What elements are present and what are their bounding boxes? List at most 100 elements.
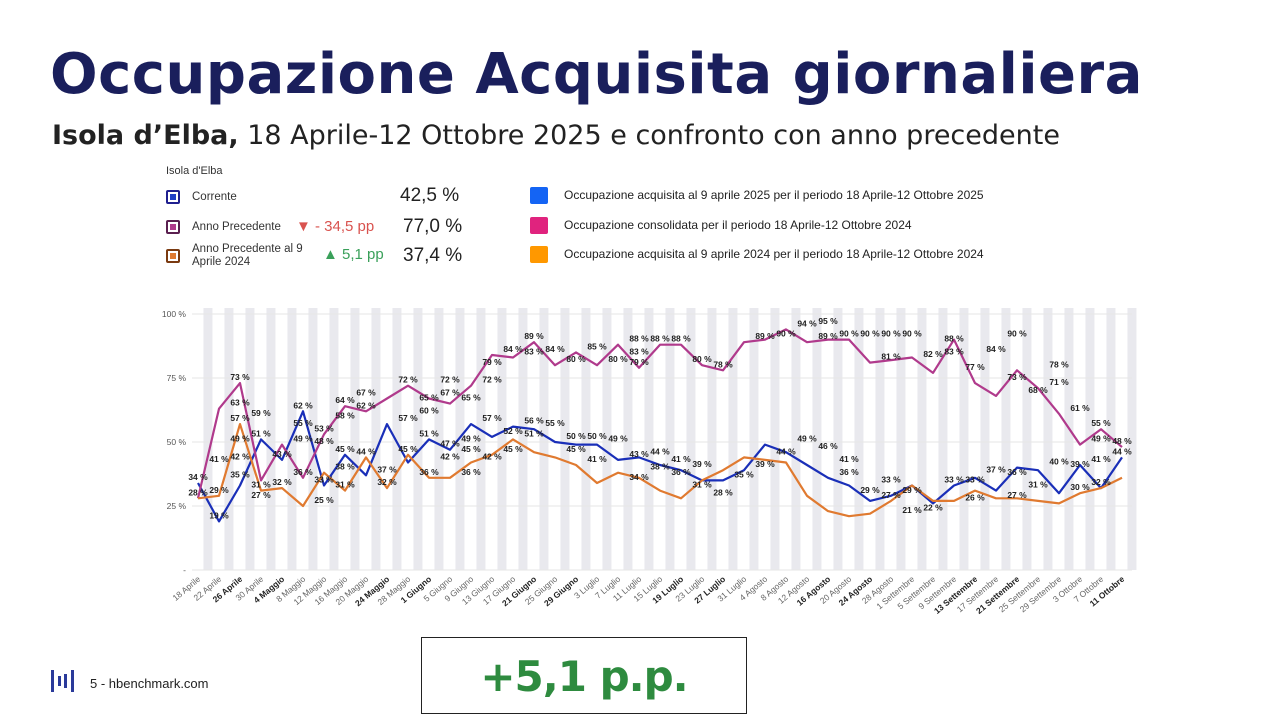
data-label: 61 %: [1070, 403, 1090, 413]
data-label: 79 %: [482, 357, 502, 367]
data-label: 79 %: [629, 357, 649, 367]
data-label: 49 %: [1091, 434, 1111, 444]
data-label: 78 %: [713, 359, 733, 369]
data-label: 34 %: [188, 472, 208, 482]
weekend-band: [728, 308, 738, 570]
subtitle-place: Isola d’Elba,: [52, 120, 239, 151]
data-label: 39 %: [692, 459, 712, 469]
data-label: 41 %: [209, 454, 229, 464]
legend-label: Occupazione acquisita al 9 aprile 2024 p…: [564, 247, 984, 261]
data-label: 85 %: [587, 341, 607, 351]
weekend-band: [980, 308, 990, 570]
data-label: 36 %: [293, 467, 313, 477]
data-label: 44 %: [776, 446, 796, 456]
data-label: 41 %: [671, 454, 691, 464]
data-label: 63 %: [230, 398, 250, 408]
data-label: 56 %: [524, 416, 544, 426]
data-label: 57 %: [482, 413, 502, 423]
weekend-band: [896, 308, 906, 570]
precedente-9apr-swatch: [166, 249, 180, 263]
kpi-value: 42,5 %: [400, 185, 460, 206]
data-label: 68 %: [1028, 385, 1048, 395]
weekend-band: [245, 308, 255, 570]
weekend-band: [602, 308, 612, 570]
weekend-band: [749, 308, 759, 570]
data-label: 44 %: [650, 446, 670, 456]
data-label: 31 %: [251, 480, 271, 490]
data-label: 25 %: [314, 495, 334, 505]
data-label: 77 %: [965, 362, 985, 372]
data-label: 33 %: [944, 475, 964, 485]
kpi-value: 77,0 %: [403, 216, 463, 237]
data-label: 52 %: [503, 426, 523, 436]
data-label: 21 %: [902, 505, 922, 515]
data-label: 67 %: [356, 387, 376, 397]
weekend-band: [308, 308, 318, 570]
data-label: 28 %: [188, 487, 208, 497]
data-label: 31 %: [335, 480, 355, 490]
page-subtitle: Isola d’Elba, 18 Aprile-12 Ottobre 2025 …: [52, 120, 1060, 151]
data-label: 45 %: [566, 444, 586, 454]
legend-swatch: [530, 217, 548, 234]
weekend-band: [959, 308, 969, 570]
data-label: 35 %: [734, 469, 754, 479]
data-label: 43 %: [272, 449, 292, 459]
data-label: 42 %: [482, 451, 502, 461]
weekend-band: [686, 308, 696, 570]
weekend-band: [329, 308, 339, 570]
data-label: 36 %: [419, 467, 439, 477]
data-label: 31 %: [692, 480, 712, 490]
data-label: 37 %: [377, 464, 397, 474]
data-label: 45 %: [503, 444, 523, 454]
page-title: Occupazione Acquisita giornaliera: [50, 42, 1143, 107]
weekend-band: [518, 308, 528, 570]
data-label: 49 %: [230, 434, 250, 444]
data-label: 95 %: [818, 316, 838, 326]
data-label: 81 %: [881, 352, 901, 362]
data-label: 38 %: [650, 462, 670, 472]
weekend-band: [350, 308, 360, 570]
data-label: 83 %: [524, 347, 544, 357]
data-label: 42 %: [230, 451, 250, 461]
kpi-panel-title: Isola d'Elba: [166, 165, 223, 177]
data-label: 51 %: [251, 428, 271, 438]
data-label: 90 %: [776, 329, 796, 339]
weekend-band: [917, 308, 927, 570]
data-label: 64 %: [335, 395, 355, 405]
data-label: 84 %: [986, 344, 1006, 354]
data-label: 73 %: [1007, 372, 1027, 382]
data-label: 27 %: [1007, 490, 1027, 500]
weekend-band: [413, 308, 423, 570]
data-label: 44 %: [1112, 446, 1132, 456]
data-label: 48 %: [1112, 436, 1132, 446]
data-label: 94 %: [797, 318, 817, 328]
data-label: 19 %: [209, 510, 229, 520]
data-label: 45 %: [335, 444, 355, 454]
y-tick-label: 50 %: [167, 437, 187, 447]
data-label: 72 %: [440, 375, 460, 385]
data-label: 55 %: [1091, 418, 1111, 428]
data-label: 51 %: [524, 428, 544, 438]
legend-label: Occupazione consolidata per il periodo 1…: [564, 218, 912, 232]
weekend-band: [644, 308, 654, 570]
weekend-band: [707, 308, 717, 570]
data-label: 27 %: [251, 490, 271, 500]
series-line-precedente_9apr: [197, 423, 1123, 518]
kpi-delta: ▲ 5,1 pp: [323, 246, 384, 263]
data-label: 80 %: [608, 354, 628, 364]
data-label: 84 %: [545, 344, 565, 354]
data-label: 26 %: [965, 492, 985, 502]
data-label: 36 %: [839, 467, 859, 477]
data-label: 88 %: [671, 334, 691, 344]
hbenchmark-logo-icon: [51, 670, 74, 692]
weekend-band: [623, 308, 633, 570]
weekend-band: [581, 308, 591, 570]
weekend-band: [392, 308, 402, 570]
weekend-band: [875, 308, 885, 570]
weekend-band: [1085, 308, 1095, 570]
y-tick-label: 100 %: [162, 309, 187, 319]
data-label: 90 %: [860, 329, 880, 339]
y-tick-label: -: [183, 565, 186, 575]
weekend-band: [833, 308, 843, 570]
data-label: 49 %: [608, 434, 628, 444]
